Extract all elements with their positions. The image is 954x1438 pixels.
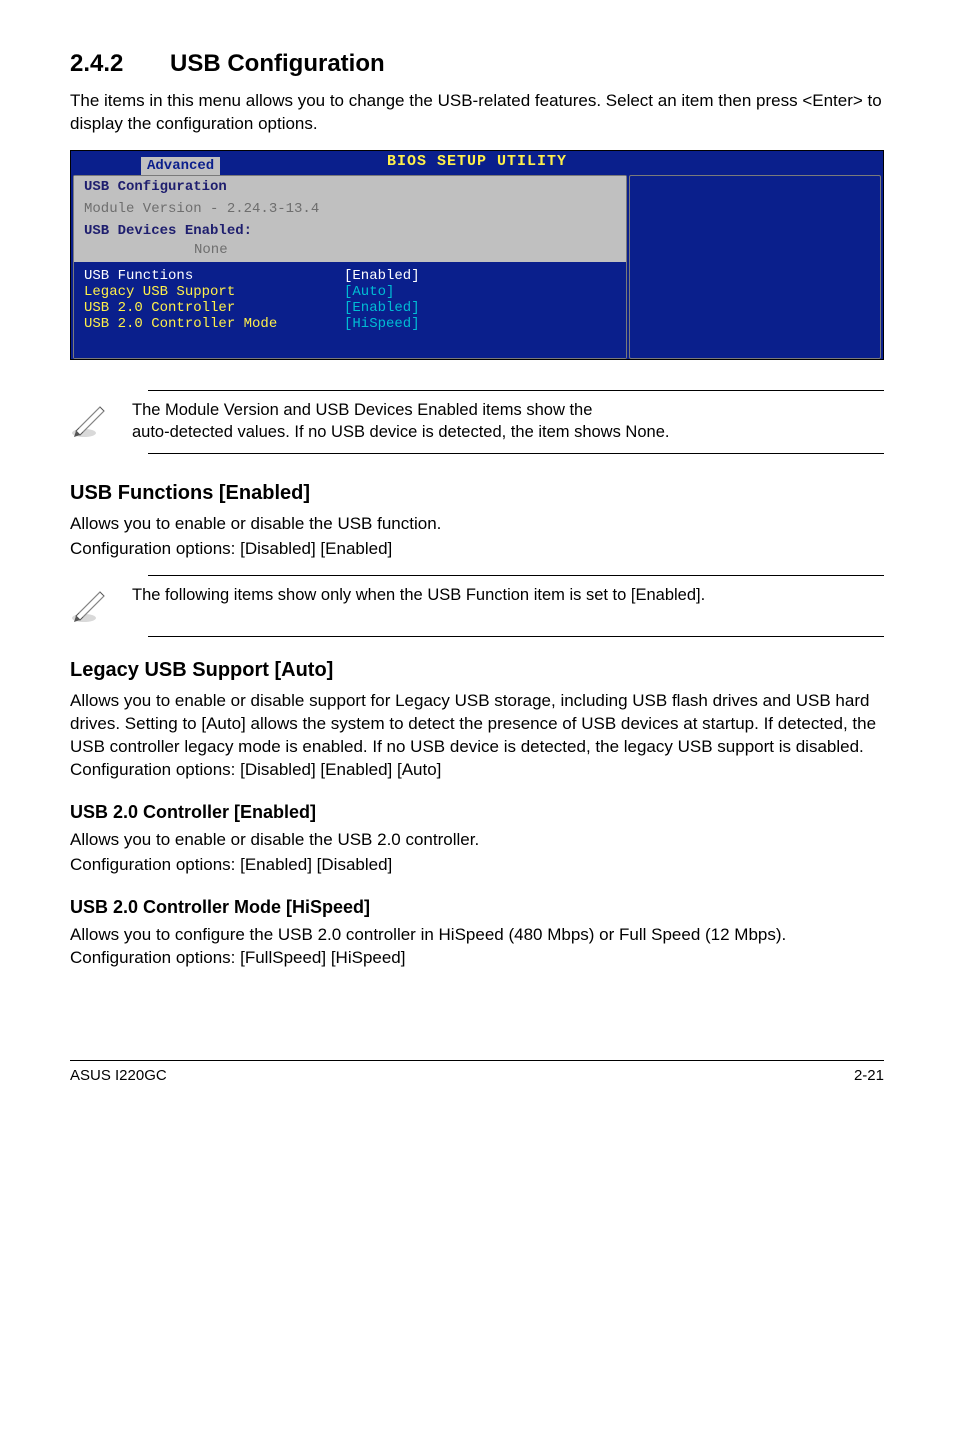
bios-glow [70, 372, 884, 390]
section-number: 2.4.2 [70, 50, 170, 78]
bios-header: Advanced BIOS SETUP UTILITY [71, 151, 883, 175]
bios-tab-advanced: Advanced [141, 157, 220, 175]
bios-header-title: BIOS SETUP UTILITY [387, 153, 567, 170]
section-heading: 2.4.2USB Configuration [70, 50, 884, 78]
subheading-usb-functions: USB Functions [Enabled] [70, 482, 884, 505]
bios-row: USB 2.0 Controller Mode [HiSpeed] [84, 316, 616, 332]
footer-right: 2-21 [854, 1067, 884, 1084]
note-line: The Module Version and USB Devices Enabl… [132, 401, 592, 419]
bios-row: USB Functions [Enabled] [84, 268, 616, 284]
subheading-usb20-mode: USB 2.0 Controller Mode [HiSpeed] [70, 897, 884, 918]
bios-option-label: USB 2.0 Controller Mode [84, 316, 344, 332]
note-text: The following items show only when the U… [132, 584, 705, 606]
bios-devices-enabled-label: USB Devices Enabled: [74, 220, 626, 242]
footer-left: ASUS I220GC [70, 1067, 167, 1084]
bios-option-label: Legacy USB Support [84, 284, 344, 300]
note-line: The following items show only when the U… [132, 586, 705, 604]
bios-option-value: [Enabled] [344, 268, 616, 284]
body-text: Allows you to configure the USB 2.0 cont… [70, 924, 884, 970]
page-footer: ASUS I220GC 2-21 [70, 1060, 884, 1084]
note-line: auto-detected values. If no USB device i… [132, 423, 669, 441]
bios-options: USB Functions [Enabled] Legacy USB Suppo… [74, 262, 626, 358]
bios-row: USB 2.0 Controller [Enabled] [84, 300, 616, 316]
bios-right-pane [629, 175, 881, 359]
bios-option-label: USB Functions [84, 268, 344, 284]
subheading-legacy-usb: Legacy USB Support [Auto] [70, 659, 884, 682]
bios-config-title: USB Configuration [74, 176, 626, 198]
bios-row: Legacy USB Support [Auto] [84, 284, 616, 300]
pencil-icon [70, 584, 132, 626]
note-block: The Module Version and USB Devices Enabl… [148, 390, 884, 455]
body-text: Allows you to enable or disable the USB … [70, 829, 884, 852]
bios-option-value: [Enabled] [344, 300, 616, 316]
section-title: USB Configuration [170, 50, 385, 77]
bios-option-value: [Auto] [344, 284, 616, 300]
bios-left-pane: USB Configuration Module Version - 2.24.… [73, 175, 627, 359]
bios-module-version: Module Version - 2.24.3-13.4 [74, 198, 626, 220]
bios-option-value: [HiSpeed] [344, 316, 616, 332]
subheading-usb20-controller: USB 2.0 Controller [Enabled] [70, 802, 884, 823]
note-text: The Module Version and USB Devices Enabl… [132, 399, 669, 444]
bios-devices-enabled-value: None [74, 242, 626, 262]
bios-option-label: USB 2.0 Controller [84, 300, 344, 316]
body-text: Configuration options: [Disabled] [Enabl… [70, 538, 884, 561]
note-block: The following items show only when the U… [148, 575, 884, 637]
bios-panel: Advanced BIOS SETUP UTILITY USB Configur… [70, 150, 884, 360]
body-text: Allows you to enable or disable support … [70, 690, 884, 782]
pencil-icon [70, 399, 132, 441]
body-text: Allows you to enable or disable the USB … [70, 513, 884, 536]
section-intro: The items in this menu allows you to cha… [70, 90, 884, 136]
body-text: Configuration options: [Enabled] [Disabl… [70, 854, 884, 877]
